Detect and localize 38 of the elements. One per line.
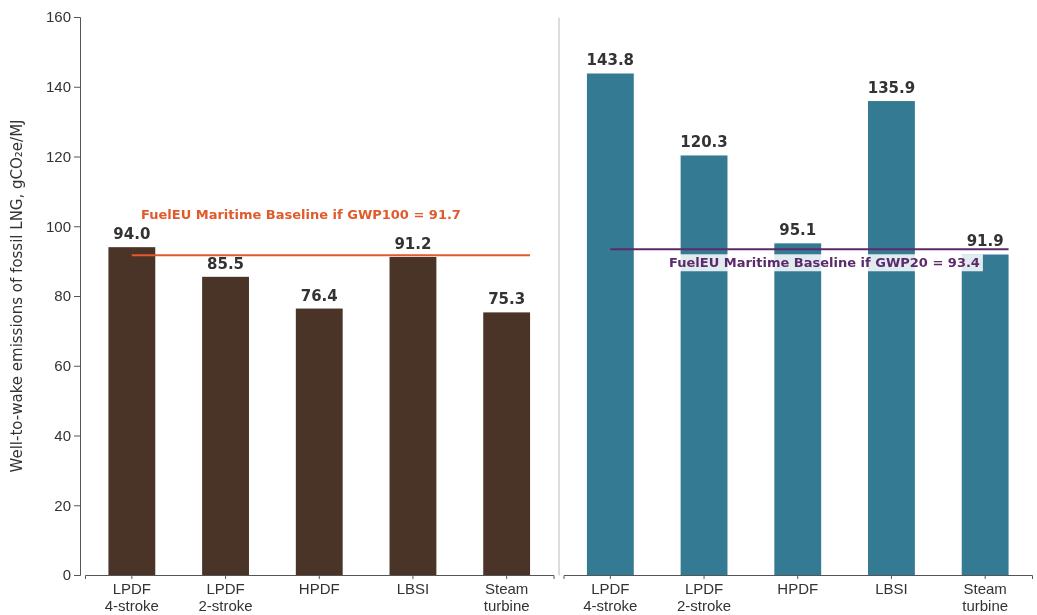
data-label: 95.1	[779, 221, 817, 240]
data-label: 75.3	[488, 290, 526, 309]
x-tick-label: LPDF 4-stroke	[583, 580, 638, 614]
bar	[295, 308, 343, 575]
data-label: 76.4	[300, 286, 338, 305]
data-label: 143.8	[586, 51, 635, 70]
y-tick-label: 160	[45, 8, 71, 26]
x-tick-label: LBSI	[396, 580, 430, 597]
y-tick-label: 80	[54, 287, 71, 305]
y-tick-label: 20	[54, 496, 71, 514]
x-tick-label: HPDF	[298, 580, 340, 597]
y-tick-label: 60	[54, 357, 71, 375]
y-tick-label: 120	[45, 147, 71, 165]
data-label: 85.5	[207, 254, 245, 273]
x-tick-label: LPDF 2-stroke	[198, 580, 253, 614]
ref-line-label: FuelEU Maritime Baseline if GWP100 = 91.7	[140, 207, 461, 223]
x-tick-label: LPDF 4-stroke	[104, 580, 159, 614]
y-tick-label: 40	[54, 426, 71, 444]
bar	[483, 312, 531, 575]
y-tick-label: 100	[45, 217, 71, 235]
x-tick-label: LBSI	[875, 580, 908, 597]
data-label: 91.2	[394, 234, 432, 253]
ref-line-label: FuelEU Maritime Baseline if GWP20 = 93.4	[669, 255, 980, 271]
x-tick-label: Steam turbine	[962, 580, 1009, 614]
x-tick-label: HPDF	[777, 580, 819, 597]
x-tick-label: Steam turbine	[483, 580, 530, 614]
x-tick-label: LPDF 2-stroke	[676, 580, 732, 614]
data-label: 135.9	[867, 79, 916, 98]
bar	[108, 247, 156, 575]
data-label: 94.0	[113, 225, 151, 244]
y-tick-label: 140	[45, 78, 71, 96]
data-label: 120.3	[680, 133, 728, 152]
y-axis-title: Well-to-wake emissions of fossil LNG, gCO₂e/MJ	[8, 119, 26, 473]
bar	[586, 73, 634, 575]
bar	[389, 256, 437, 575]
data-label: 91.9	[966, 232, 1004, 251]
bar	[202, 276, 249, 575]
y-tick-label: 0	[62, 566, 71, 584]
